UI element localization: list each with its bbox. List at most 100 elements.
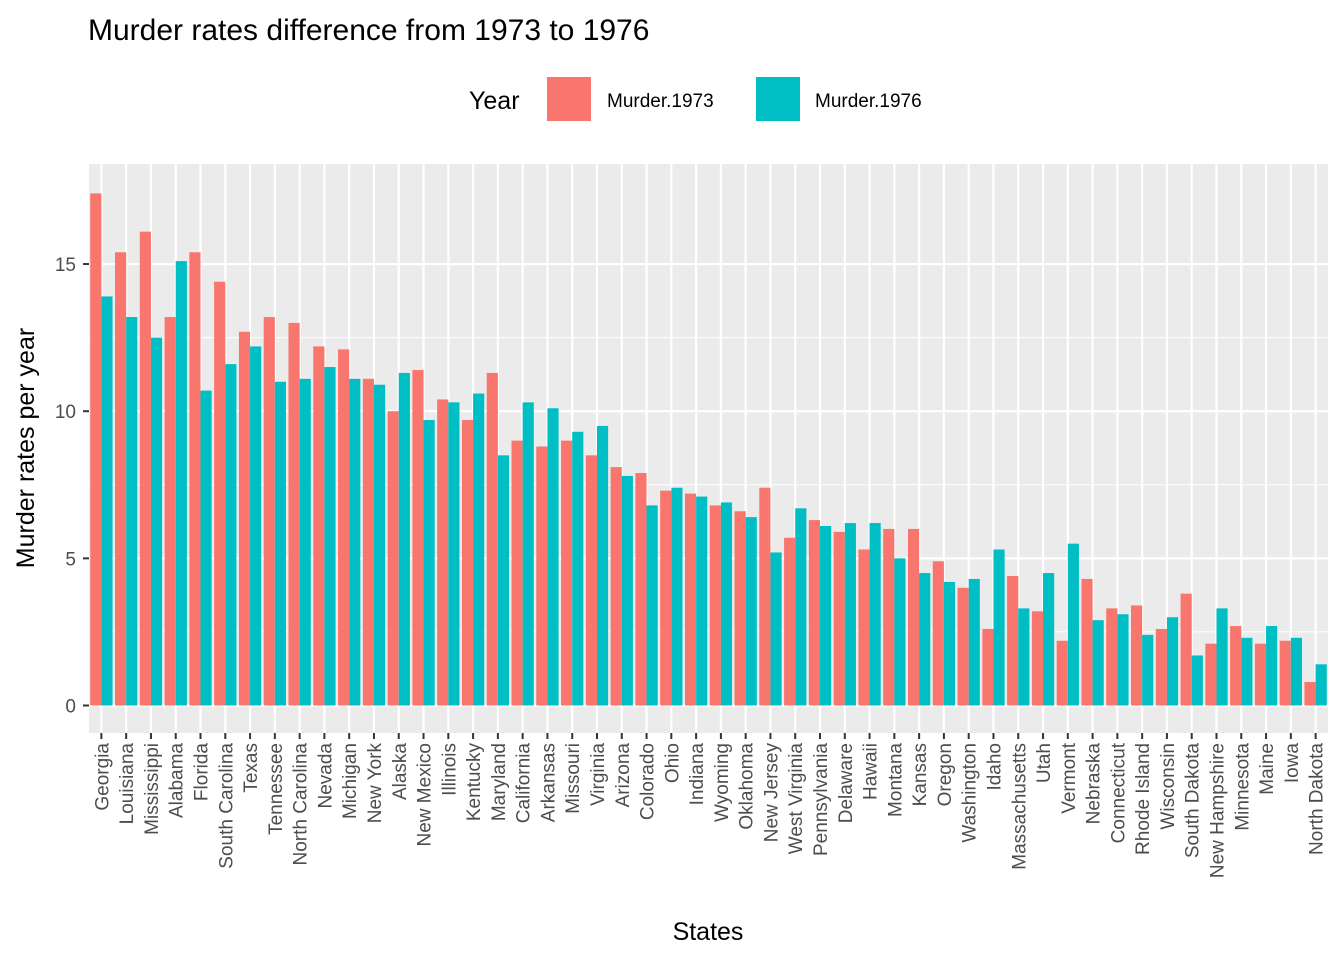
- bar-murder-1973: [1031, 611, 1044, 706]
- x-tick-label: Washington: [960, 743, 981, 843]
- bars: [90, 193, 1327, 706]
- bar-murder-1976: [324, 367, 336, 706]
- bar-murder-1973: [759, 487, 771, 706]
- bar-murder-1973: [437, 399, 449, 706]
- bar-murder-1976: [150, 337, 163, 706]
- y-tick-label: 5: [65, 549, 76, 570]
- bar-murder-1973: [932, 561, 944, 706]
- bar-murder-1973: [115, 252, 127, 706]
- y-axis-title: Murder rates per year: [12, 328, 40, 568]
- legend-key-murder-1973: [547, 77, 591, 121]
- bar-murder-1976: [101, 296, 113, 706]
- bar-murder-1976: [200, 390, 212, 706]
- x-tick-label: Illinois: [439, 743, 460, 796]
- x-tick-label: Utah: [1034, 743, 1055, 783]
- bar-murder-1973: [313, 346, 325, 706]
- bar-murder-1973: [1230, 626, 1242, 706]
- x-tick-label: West Virginia: [786, 743, 807, 855]
- bar-murder-1976: [1266, 626, 1278, 706]
- bar-murder-1973: [1007, 576, 1019, 706]
- legend-label-murder-1976: Murder.1976: [815, 91, 922, 112]
- bar-murder-1973: [1279, 640, 1291, 706]
- x-tick-label: Massachusetts: [1009, 743, 1030, 870]
- bar-murder-1976: [1166, 617, 1179, 706]
- legend-title: Year: [469, 87, 520, 115]
- bar-murder-1976: [1043, 573, 1055, 706]
- bar-murder-1973: [1205, 643, 1217, 706]
- bar-murder-1976: [993, 549, 1005, 706]
- x-axis: Georgia Louisiana Mississippi Alabama Florid…: [92, 733, 1328, 878]
- bar-murder-1976: [572, 431, 584, 706]
- bar-murder-1973: [189, 252, 201, 706]
- x-tick-label: Kentucky: [464, 743, 485, 822]
- bar-murder-1973: [164, 317, 176, 706]
- bar-murder-1976: [1117, 614, 1129, 706]
- x-tick-label: Arizona: [613, 743, 634, 808]
- bar-murder-1976: [696, 496, 708, 706]
- chart-title: Murder rates difference from 1973 to 197…: [88, 14, 649, 47]
- bar-murder-1973: [561, 440, 573, 706]
- bar-murder-1976: [621, 475, 633, 706]
- bar-murder-1973: [1056, 640, 1068, 706]
- bar-murder-1976: [795, 508, 807, 706]
- bar-murder-1976: [126, 317, 138, 706]
- x-tick-label: Iowa: [1282, 743, 1303, 784]
- bar-murder-1973: [833, 531, 845, 706]
- bar-murder-1973: [238, 331, 251, 706]
- bar-murder-1976: [423, 420, 435, 706]
- bar-murder-1976: [225, 364, 237, 706]
- x-tick-label: Rhode Island: [1133, 743, 1154, 855]
- bar-murder-1976: [596, 425, 609, 706]
- bar-murder-1976: [522, 402, 534, 706]
- x-tick-label: New Jersey: [761, 743, 782, 843]
- x-tick-label: Arkansas: [538, 743, 559, 822]
- bar-murder-1973: [883, 528, 895, 706]
- x-tick-label: Oregon: [935, 743, 956, 806]
- x-tick-label: South Carolina: [216, 743, 237, 869]
- x-tick-label: Tennessee: [266, 743, 287, 835]
- bar-murder-1973: [684, 493, 697, 706]
- x-tick-label: North Carolina: [291, 743, 312, 866]
- bar-murder-1976: [720, 502, 733, 706]
- bar-murder-1973: [1254, 643, 1267, 706]
- x-tick-label: Maine: [1257, 743, 1278, 795]
- bar-murder-1976: [968, 578, 980, 706]
- bar-murder-1976: [448, 402, 460, 706]
- y-tick-label: 0: [65, 697, 76, 718]
- bar-murder-1976: [1092, 620, 1104, 706]
- x-tick-label: Texas: [241, 743, 262, 793]
- bar-murder-1973: [338, 349, 350, 706]
- bar-murder-1976: [497, 455, 510, 706]
- bar-murder-1973: [1106, 608, 1118, 706]
- bar-murder-1976: [844, 523, 856, 706]
- x-tick-label: Nebraska: [1084, 743, 1105, 825]
- bar-murder-1973: [1081, 578, 1093, 706]
- bar-murder-1976: [473, 393, 485, 706]
- bar-murder-1976: [1290, 637, 1302, 706]
- x-tick-label: Florida: [192, 743, 213, 802]
- y-axis: 0 5 10 15: [55, 255, 89, 718]
- bar-murder-1973: [362, 378, 374, 706]
- x-tick-label: Michigan: [340, 743, 361, 819]
- x-tick-label: Georgia: [92, 743, 113, 811]
- bar-murder-1976: [175, 261, 187, 706]
- bar-murder-1976: [745, 517, 757, 706]
- x-tick-label: New Hampshire: [1207, 743, 1228, 878]
- x-tick-label: Wisconsin: [1158, 743, 1179, 830]
- bar-murder-1973: [536, 446, 548, 706]
- bar-murder-1973: [585, 455, 597, 706]
- bar-murder-1973: [808, 520, 821, 706]
- x-tick-label: North Dakota: [1307, 743, 1328, 855]
- x-tick-label: Louisiana: [117, 743, 138, 825]
- bar-murder-1973: [982, 628, 994, 706]
- legend-key-murder-1976: [756, 77, 800, 121]
- legend-label-murder-1973: Murder.1973: [607, 91, 714, 112]
- x-tick-label: Colorado: [638, 743, 659, 820]
- bar-murder-1973: [1180, 593, 1192, 706]
- x-tick-label: Hawaii: [861, 743, 882, 800]
- bar-murder-1973: [412, 369, 424, 706]
- x-tick-label: Vermont: [1059, 742, 1080, 813]
- bar-murder-1976: [373, 384, 386, 706]
- legend: Year Murder.1973 Murder.1976: [469, 77, 922, 121]
